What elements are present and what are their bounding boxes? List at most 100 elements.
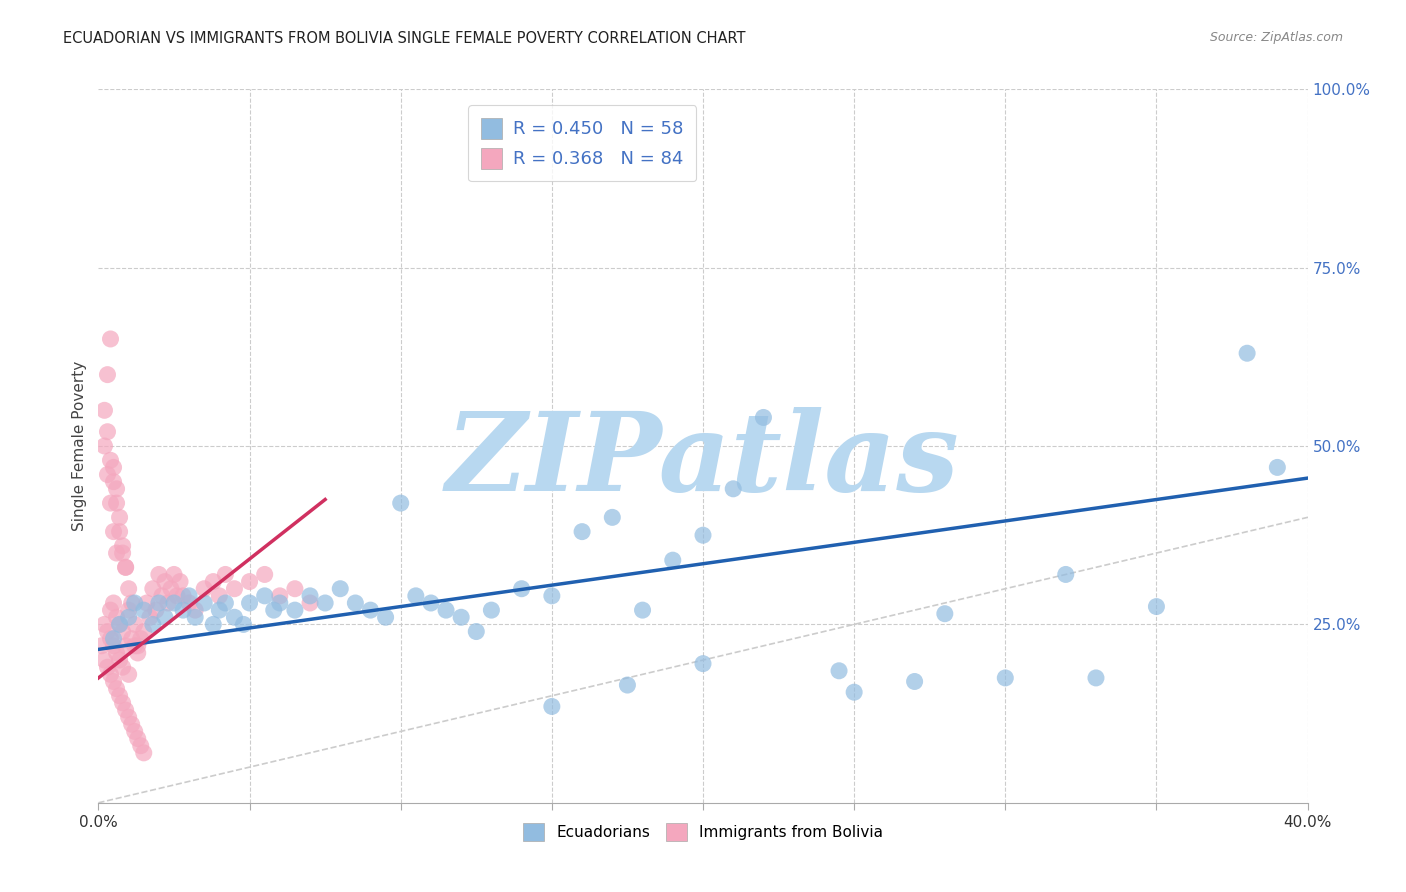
Point <box>103 524 125 539</box>
Point <box>114 703 136 717</box>
Text: ECUADORIAN VS IMMIGRANTS FROM BOLIVIA SINGLE FEMALE POVERTY CORRELATION CHART: ECUADORIAN VS IMMIGRANTS FROM BOLIVIA SI… <box>63 31 745 46</box>
Point <box>616 678 638 692</box>
Text: ZIPatlas: ZIPatlas <box>446 407 960 514</box>
Point <box>129 632 152 646</box>
Point <box>540 699 562 714</box>
Point <box>105 610 128 624</box>
Point <box>465 624 488 639</box>
Point <box>994 671 1017 685</box>
Point <box>224 610 246 624</box>
Point <box>129 739 152 753</box>
Point <box>108 689 131 703</box>
Point <box>163 596 186 610</box>
Point <box>108 524 131 539</box>
Point <box>156 596 179 610</box>
Point <box>1267 460 1289 475</box>
Point <box>208 589 231 603</box>
Point <box>103 475 125 489</box>
Point <box>108 617 131 632</box>
Point <box>202 617 225 632</box>
Point <box>160 582 183 596</box>
Point <box>103 632 125 646</box>
Point <box>752 410 775 425</box>
Point <box>360 603 382 617</box>
Point <box>1144 599 1167 614</box>
Point <box>132 603 155 617</box>
Point <box>127 639 149 653</box>
Point <box>118 582 141 596</box>
Point <box>153 610 176 624</box>
Point <box>96 368 118 382</box>
Point <box>150 589 173 603</box>
Point <box>1236 346 1258 360</box>
Point <box>118 610 141 624</box>
Point <box>844 685 866 699</box>
Point <box>420 596 443 610</box>
Point <box>224 582 246 596</box>
Point <box>193 596 215 610</box>
Point <box>510 582 533 596</box>
Point <box>202 574 225 589</box>
Point <box>114 639 136 653</box>
Point <box>114 560 136 574</box>
Point <box>127 646 149 660</box>
Point <box>105 546 128 560</box>
Point <box>179 589 201 603</box>
Point <box>100 632 122 646</box>
Point <box>111 696 134 710</box>
Point <box>1054 567 1077 582</box>
Point <box>142 617 165 632</box>
Point <box>108 653 131 667</box>
Point <box>100 453 122 467</box>
Point <box>100 603 122 617</box>
Point <box>269 589 291 603</box>
Point <box>904 674 927 689</box>
Point <box>93 653 115 667</box>
Point <box>172 589 194 603</box>
Point <box>96 467 118 482</box>
Point <box>105 482 128 496</box>
Point <box>450 610 472 624</box>
Point <box>184 603 207 617</box>
Point <box>124 617 146 632</box>
Point <box>389 496 412 510</box>
Point <box>93 403 115 417</box>
Point <box>118 710 141 724</box>
Point <box>692 657 714 671</box>
Point <box>540 589 562 603</box>
Point <box>111 546 134 560</box>
Point <box>100 496 122 510</box>
Point <box>253 567 276 582</box>
Point <box>239 574 262 589</box>
Point <box>111 660 134 674</box>
Point <box>118 667 141 681</box>
Point <box>121 596 143 610</box>
Point <box>723 482 745 496</box>
Point <box>1085 671 1108 685</box>
Point <box>284 603 307 617</box>
Point <box>100 332 122 346</box>
Point <box>239 596 262 610</box>
Point <box>692 528 714 542</box>
Point <box>214 567 236 582</box>
Point <box>145 603 167 617</box>
Point <box>96 425 118 439</box>
Point <box>108 617 131 632</box>
Point <box>344 596 367 610</box>
Point <box>661 553 683 567</box>
Point <box>105 646 128 660</box>
Point <box>153 574 176 589</box>
Point <box>139 610 162 624</box>
Point <box>571 524 593 539</box>
Point <box>405 589 427 603</box>
Point <box>124 724 146 739</box>
Point <box>163 567 186 582</box>
Point <box>934 607 956 621</box>
Point <box>232 617 254 632</box>
Point <box>602 510 624 524</box>
Point <box>103 674 125 689</box>
Point <box>105 496 128 510</box>
Text: Source: ZipAtlas.com: Source: ZipAtlas.com <box>1209 31 1343 45</box>
Point <box>111 624 134 639</box>
Point <box>253 589 276 603</box>
